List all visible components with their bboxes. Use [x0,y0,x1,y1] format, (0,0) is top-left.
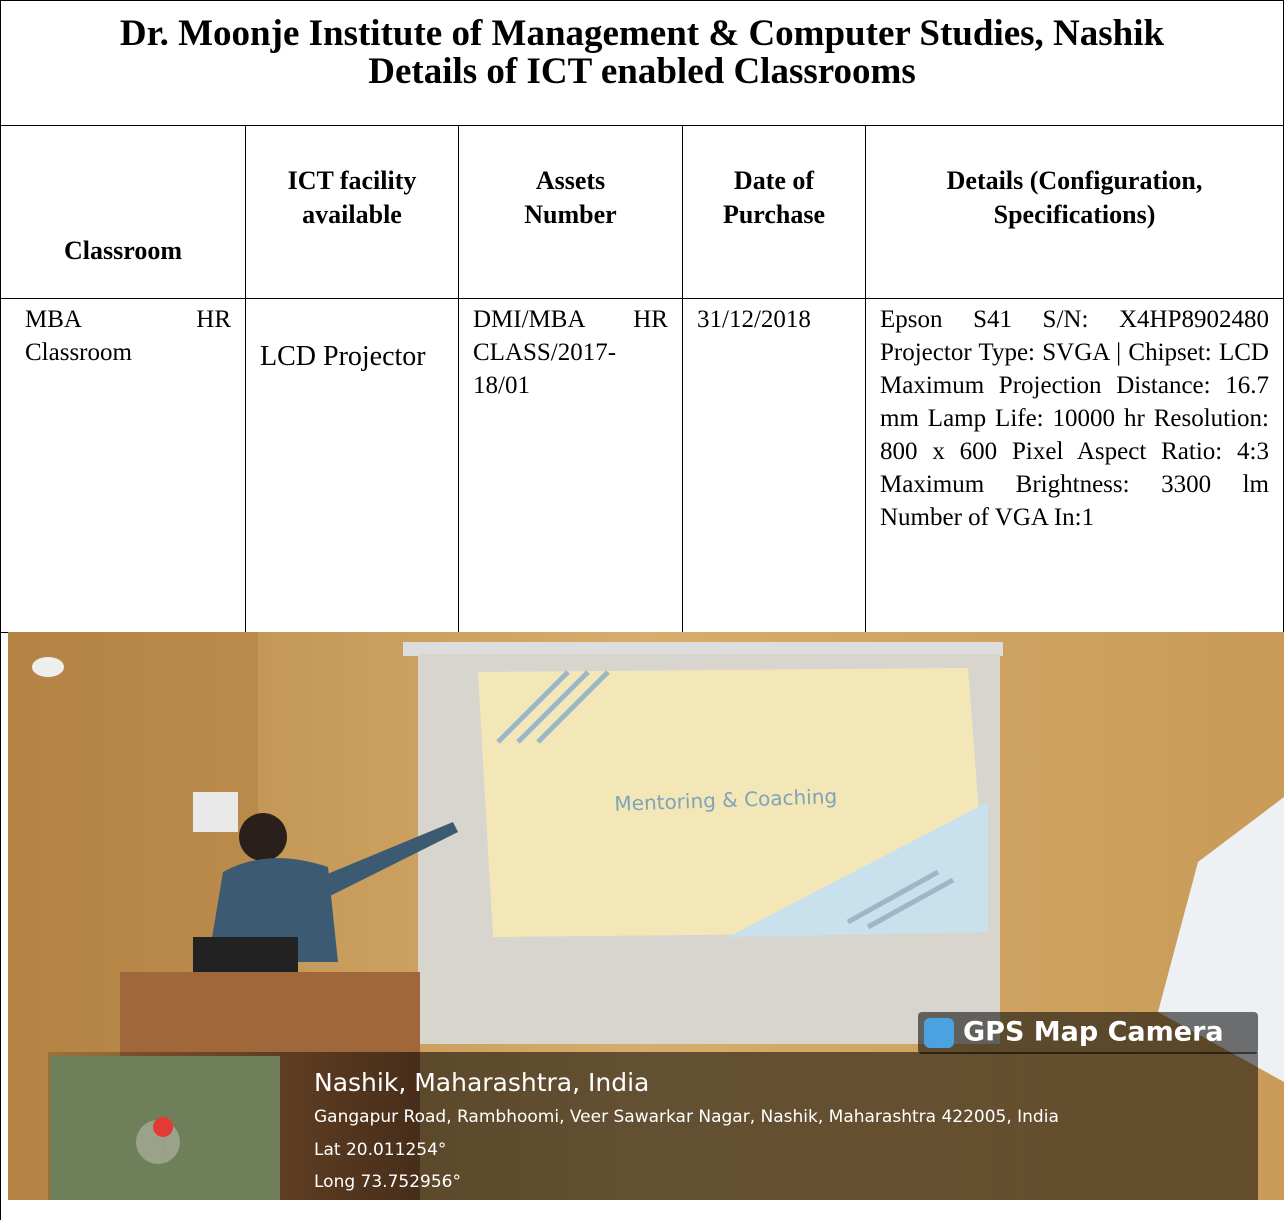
header-cell: ICT facility available [245,125,459,299]
cell: LCD Projector [245,298,459,633]
cell: DMI/MBA HR CLASS/2017-18/01 [458,298,683,633]
latitude: Lat 20.011254° [314,1140,446,1160]
left-border [0,632,1,1220]
address: Gangapur Road, Rambhoomi, Veer Sawarkar … [314,1107,1059,1127]
watermark: GPS Map Camera [963,1017,1224,1048]
title: Dr. Moonje Institute of Management & Com… [119,13,1165,54]
header-cell: Date of Purchase [682,125,866,299]
header-cell: Details (Configuration, Specifications) [865,125,1284,299]
cell: MBA HR Classroom [0,298,246,633]
location: Nashik, Maharashtra, India [314,1068,649,1097]
subtitle: Details of ICT enabled Classrooms [368,51,916,92]
photo: Mentoring & Coaching GPS Map Camera Nash… [8,632,1284,1200]
header-cell: Assets Number [458,125,683,299]
cell: 31/12/2018 [682,298,866,633]
title-box: Dr. Moonje Institute of Management & Com… [0,0,1284,126]
cell: Epson S41 S/N: X4HP8902480 Projector Typ… [865,298,1284,633]
header-cell: Classroom [0,125,246,299]
longitude: Long 73.752956° [314,1172,461,1192]
